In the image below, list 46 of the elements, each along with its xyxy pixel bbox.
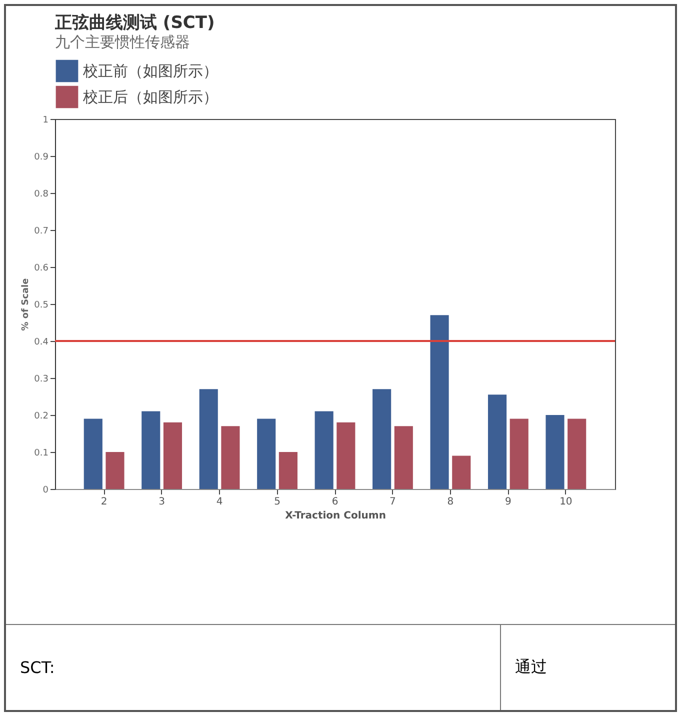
x-tick-label: 6 (332, 496, 338, 508)
y-tick-label: 0.2 (34, 412, 48, 422)
y-tick-label: 0.9 (34, 152, 49, 162)
bar (546, 415, 564, 489)
x-tick-label: 8 (447, 496, 454, 508)
x-tick-label: 3 (158, 496, 165, 508)
bar (314, 411, 334, 489)
bar (510, 418, 528, 489)
x-tick-label: 10 (560, 496, 572, 508)
x-tick-label: 5 (274, 496, 280, 508)
y-tick-label: 0.4 (34, 338, 49, 348)
y-axis-title: % of Scale (21, 278, 32, 331)
x-axis-title: X-Traction Column (285, 510, 386, 522)
legend-label: 校正前（如图所示） (82, 62, 218, 80)
chart-title: 正弦曲线测试 (SCT) (54, 13, 215, 33)
x-tick-label: 7 (390, 496, 396, 508)
y-tick-label: 0.8 (34, 190, 49, 200)
bar (336, 422, 356, 489)
x-tick-label: 2 (100, 496, 108, 508)
bar (394, 426, 413, 489)
y-tick-label: 0 (42, 486, 49, 496)
legend-label: 校正后（如图所示） (82, 88, 218, 106)
bar (257, 418, 276, 489)
y-tick-label: 1 (42, 116, 48, 126)
bar (568, 418, 586, 489)
text: 通过 (514, 656, 547, 678)
bar (372, 389, 392, 489)
bar (84, 418, 102, 489)
y-tick-label: 0.3 (34, 374, 48, 384)
bar (488, 394, 507, 489)
bar (452, 456, 471, 489)
bar (106, 452, 124, 489)
bar (142, 411, 160, 489)
text: SCT: (6, 625, 501, 710)
y-tick-label: 0.6 (34, 264, 49, 274)
bar (199, 389, 218, 489)
y-tick-label: 0.7 (34, 226, 48, 236)
bar (430, 315, 449, 489)
bar (278, 452, 298, 489)
y-tick-label: 0.5 (34, 300, 48, 310)
bar (163, 422, 182, 489)
chart-subtitle: 九个主要惯性传感器 (55, 33, 190, 51)
y-tick-label: 0.1 (34, 448, 48, 458)
x-tick-label: 9 (505, 496, 512, 508)
x-tick-label: 4 (216, 496, 223, 508)
bar (221, 426, 240, 489)
